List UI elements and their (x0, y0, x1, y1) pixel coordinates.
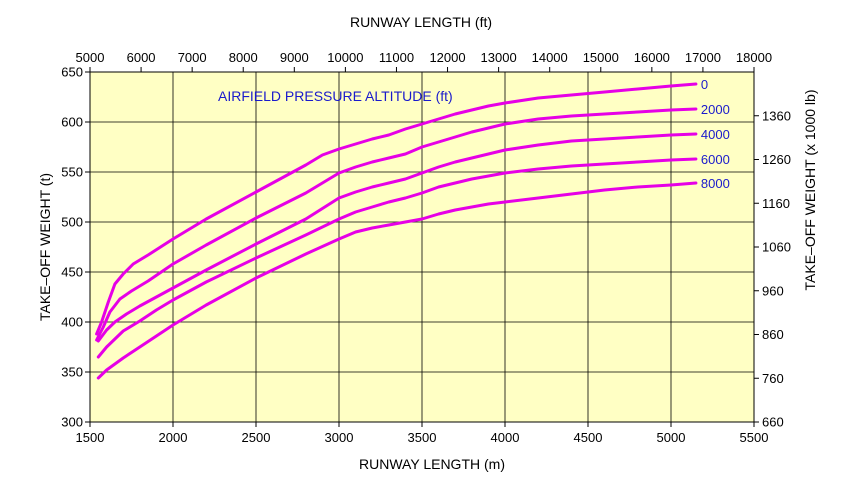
x2-tick-label: 17000 (685, 50, 721, 65)
y2-tick-label: 760 (762, 371, 784, 386)
y-tick-label: 450 (61, 265, 83, 280)
x2-tick-label: 13000 (481, 50, 517, 65)
y2-axis-title: TAKE–OFF WEIGHT (x 1000 lb) (802, 90, 818, 291)
y2-tick-label: 660 (762, 415, 784, 430)
x2-tick-label: 7000 (178, 50, 207, 65)
y-tick-label: 300 (61, 415, 83, 430)
x2-tick-label: 6000 (127, 50, 156, 65)
x-tick-label: 4000 (491, 430, 520, 445)
x2-tick-label: 9000 (280, 50, 309, 65)
y-tick-label: 500 (61, 215, 83, 230)
y-tick-label: 600 (61, 115, 83, 130)
x-axis-title: RUNWAY LENGTH (m) (359, 456, 505, 472)
series-line-6000 (96, 157, 698, 359)
series-labels: 0 2000 4000 6000 8000 (701, 77, 730, 191)
y-tick-label: 550 (61, 165, 83, 180)
y2-tick-label: 1060 (762, 240, 791, 255)
y2-tick-label: 1360 (762, 108, 791, 123)
x-tick-label: 5000 (657, 430, 686, 445)
series-line-8000 (96, 181, 698, 380)
x-tick-label: 3500 (408, 430, 437, 445)
x2-tick-label: 8000 (229, 50, 258, 65)
series-label-0: 0 (701, 77, 708, 92)
x2-tick-label: 14000 (532, 50, 568, 65)
x2-tick-label: 10000 (327, 50, 363, 65)
x-tick-label: 5500 (740, 430, 769, 445)
x2-tick-label: 12000 (429, 50, 465, 65)
x2-tick-label: 16000 (634, 50, 670, 65)
x-tick-label: 4500 (574, 430, 603, 445)
x-tick-label: 2000 (159, 430, 188, 445)
y2-tick-label: 1260 (762, 152, 791, 167)
x2-tick-label: 15000 (583, 50, 619, 65)
y-tick-label: 350 (61, 365, 83, 380)
chart-annotation: AIRFIELD PRESSURE ALTITUDE (ft) (218, 88, 453, 104)
series-line-4000 (96, 132, 698, 343)
y2-tick-label: 960 (762, 283, 784, 298)
tick-labels: 1500 2000 2500 3000 3500 4000 4500 5000 55003003… (61, 50, 791, 445)
series-label-8000: 8000 (701, 176, 730, 191)
x2-axis-title: RUNWAY LENGTH (ft) (350, 14, 492, 30)
series-lines (95, 82, 698, 380)
x2-tick-label: 5000 (76, 50, 105, 65)
y-axis-title: TAKE–OFF WEIGHT (t) (37, 173, 53, 321)
x-tick-label: 2500 (242, 430, 271, 445)
series-label-6000: 6000 (701, 152, 730, 167)
series-line-2000 (95, 107, 698, 342)
y2-tick-label: 860 (762, 327, 784, 342)
series-label-2000: 2000 (701, 102, 730, 117)
x2-tick-label: 11000 (379, 50, 414, 65)
series-label-4000: 4000 (701, 127, 730, 142)
y2-tick-label: 1160 (762, 196, 790, 211)
series-line-0 (95, 82, 698, 336)
x2-tick-label: 18000 (736, 50, 772, 65)
y-tick-label: 650 (61, 65, 83, 80)
y-tick-label: 400 (61, 315, 83, 330)
x-tick-label: 3000 (325, 430, 354, 445)
x-tick-label: 1500 (76, 430, 105, 445)
